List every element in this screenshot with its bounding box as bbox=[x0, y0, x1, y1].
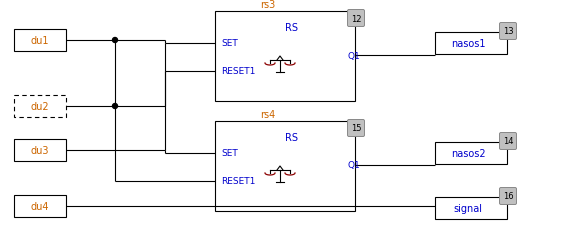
Text: Q1: Q1 bbox=[347, 51, 360, 60]
Text: RS: RS bbox=[285, 132, 299, 142]
Bar bbox=[435, 33, 507, 55]
Bar bbox=[14, 96, 66, 118]
Text: 15: 15 bbox=[351, 124, 362, 133]
Text: RESET1: RESET1 bbox=[221, 177, 255, 186]
Circle shape bbox=[113, 104, 117, 109]
Text: SET: SET bbox=[221, 149, 238, 158]
FancyBboxPatch shape bbox=[499, 23, 517, 40]
Text: rs4: rs4 bbox=[261, 109, 276, 119]
Circle shape bbox=[113, 38, 117, 43]
Text: rs3: rs3 bbox=[261, 0, 276, 10]
Text: RESET1: RESET1 bbox=[221, 67, 255, 76]
Text: signal: signal bbox=[454, 203, 483, 213]
Text: 12: 12 bbox=[351, 14, 362, 23]
Bar bbox=[14, 139, 66, 161]
Text: du2: du2 bbox=[31, 102, 49, 112]
Bar bbox=[215, 12, 355, 102]
FancyBboxPatch shape bbox=[348, 120, 364, 137]
Text: RS: RS bbox=[285, 23, 299, 33]
Text: Q1: Q1 bbox=[347, 161, 360, 170]
Text: du1: du1 bbox=[31, 36, 49, 46]
Bar bbox=[14, 30, 66, 52]
Bar bbox=[435, 197, 507, 219]
Text: du3: du3 bbox=[31, 145, 49, 155]
Bar bbox=[435, 142, 507, 164]
FancyBboxPatch shape bbox=[499, 133, 517, 150]
FancyBboxPatch shape bbox=[499, 188, 517, 205]
Text: 14: 14 bbox=[503, 137, 513, 146]
Text: 16: 16 bbox=[503, 192, 513, 201]
Text: du4: du4 bbox=[31, 201, 49, 211]
Text: SET: SET bbox=[221, 39, 238, 48]
Text: nasos1: nasos1 bbox=[451, 39, 485, 49]
Text: nasos2: nasos2 bbox=[451, 148, 485, 158]
Bar bbox=[215, 122, 355, 211]
FancyBboxPatch shape bbox=[348, 10, 364, 27]
Text: 13: 13 bbox=[503, 27, 513, 36]
Bar bbox=[14, 195, 66, 217]
